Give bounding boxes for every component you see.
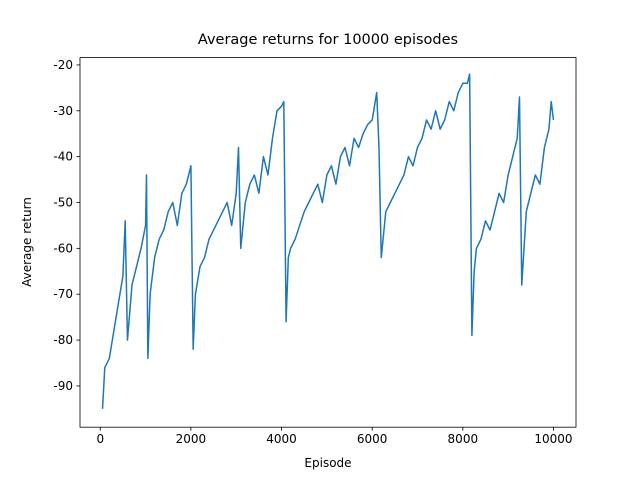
- data-line: [101, 73, 555, 409]
- x-tick-label: 4000: [266, 432, 297, 446]
- y-tick-label: -30: [53, 104, 73, 118]
- chart-title: Average returns for 10000 episodes: [198, 32, 458, 48]
- x-tick-label: 0: [96, 432, 104, 446]
- axes-frame: [79, 57, 577, 428]
- x-tick-label: 8000: [448, 432, 479, 446]
- plot-area: 0 2000 4000 6000 8000 10000 -90 -80 -70 -60 -50 -40…: [53, 58, 572, 446]
- y-tick-label: -20: [53, 58, 73, 72]
- y-tick-label: -90: [53, 379, 73, 393]
- y-tick-label: -70: [53, 287, 73, 301]
- y-tick-label: -60: [53, 241, 73, 255]
- y-tick-label: -50: [53, 196, 73, 210]
- x-axis-label: Episode: [304, 456, 351, 470]
- x-tick-label: 10000: [534, 432, 572, 446]
- x-tick-label: 6000: [357, 432, 388, 446]
- y-tick-label: -40: [53, 150, 73, 164]
- y-axis-label: Average return: [20, 197, 34, 287]
- y-tick-label: -80: [53, 333, 73, 347]
- x-tick-label: 2000: [176, 432, 207, 446]
